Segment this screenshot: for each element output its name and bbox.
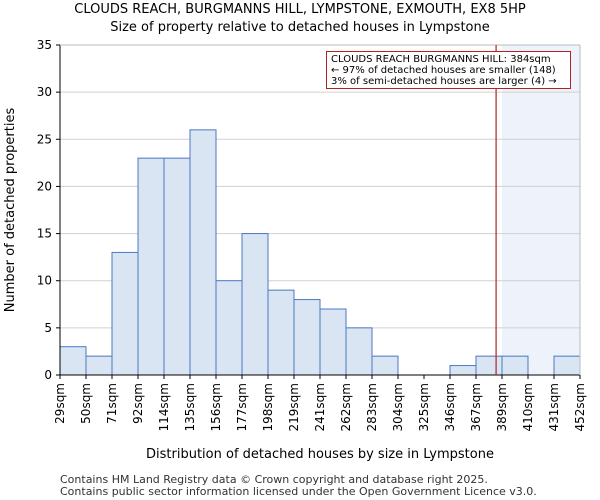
x-tick-label: 135sqm (183, 383, 197, 431)
x-tick-label: 71sqm (105, 383, 119, 424)
bar-198sqm (267, 289, 295, 376)
annotation-line-3: 3% of semi-detached houses are larger (4… (331, 76, 557, 87)
annotation-box: CLOUDS REACH BURGMANNS HILL: 384sqm ← 97… (326, 51, 571, 89)
highlight-region-layer (502, 45, 580, 375)
y-tick-label: 15 (37, 227, 52, 241)
bar-50sqm (85, 355, 113, 376)
bar-156sqm (215, 280, 243, 376)
bar-367sqm (475, 355, 503, 376)
chart-subtitle: Size of property relative to detached ho… (110, 20, 490, 35)
x-tick-label: 241sqm (313, 383, 327, 431)
bar-71sqm (111, 251, 139, 376)
x-tick-label: 283sqm (365, 383, 379, 431)
y-tick-label: 10 (37, 274, 52, 288)
y-tick-label: 30 (37, 85, 52, 99)
x-tick-label: 452sqm (573, 383, 587, 431)
bar-177sqm (241, 233, 269, 376)
x-tick-label: 346sqm (443, 383, 457, 431)
x-tick-label: 325sqm (417, 383, 431, 431)
y-tick-label: 0 (44, 368, 52, 382)
x-tick-label: 389sqm (495, 383, 509, 431)
y-tick-label: 25 (37, 132, 52, 146)
x-tick-label: 219sqm (287, 383, 301, 431)
bar-346sqm (449, 365, 477, 376)
annotation-line-2: ← 97% of detached houses are smaller (14… (331, 65, 556, 76)
footer-licence: Contains public sector information licen… (60, 485, 537, 498)
x-tick-label: 114sqm (157, 383, 171, 431)
bar-29sqm (59, 346, 87, 376)
x-tick-label: 29sqm (53, 383, 67, 424)
chart-title: CLOUDS REACH, BURGMANNS HILL, LYMPSTONE,… (74, 2, 526, 17)
bar-135sqm (189, 129, 217, 376)
y-tick-label: 20 (37, 179, 52, 193)
bar-chart: 0 5 10 15 20 25 30 35 29sqm 50sqm 71sqm 92sqm 114sqm… (3, 38, 587, 462)
x-tick-label: 262sqm (339, 383, 353, 431)
highlight-region (502, 45, 580, 375)
footer-copyright: Contains HM Land Registry data © Crown c… (60, 473, 488, 486)
x-tick-label: 177sqm (235, 383, 249, 431)
x-axis-label: Distribution of detached houses by size … (146, 447, 494, 462)
tick-labels-layer: 0 5 10 15 20 25 30 35 29sqm 50sqm 71sqm 92sqm 114sqm… (37, 38, 587, 431)
bar-431sqm (553, 355, 581, 376)
bar-219sqm (293, 299, 321, 376)
y-tick-label: 35 (37, 38, 52, 52)
y-axis-label: Number of detached properties (3, 108, 18, 313)
annotation-line-1: CLOUDS REACH BURGMANNS HILL: 384sqm (331, 54, 551, 65)
x-tick-label: 367sqm (469, 383, 483, 431)
bar-262sqm (345, 327, 373, 376)
bar-92sqm (137, 157, 165, 376)
bar-389sqm (501, 355, 529, 376)
x-tick-label: 198sqm (261, 383, 275, 431)
x-tick-label: 50sqm (79, 383, 93, 424)
bar-114sqm (163, 157, 191, 376)
bar-241sqm (319, 308, 347, 376)
bar-283sqm (371, 355, 399, 376)
x-tick-label: 304sqm (391, 383, 405, 431)
x-tick-label: 410sqm (521, 383, 535, 431)
y-tick-label: 5 (44, 321, 52, 335)
x-tick-label: 156sqm (209, 383, 223, 431)
x-tick-label: 431sqm (547, 383, 561, 431)
x-tick-label: 92sqm (131, 383, 145, 424)
